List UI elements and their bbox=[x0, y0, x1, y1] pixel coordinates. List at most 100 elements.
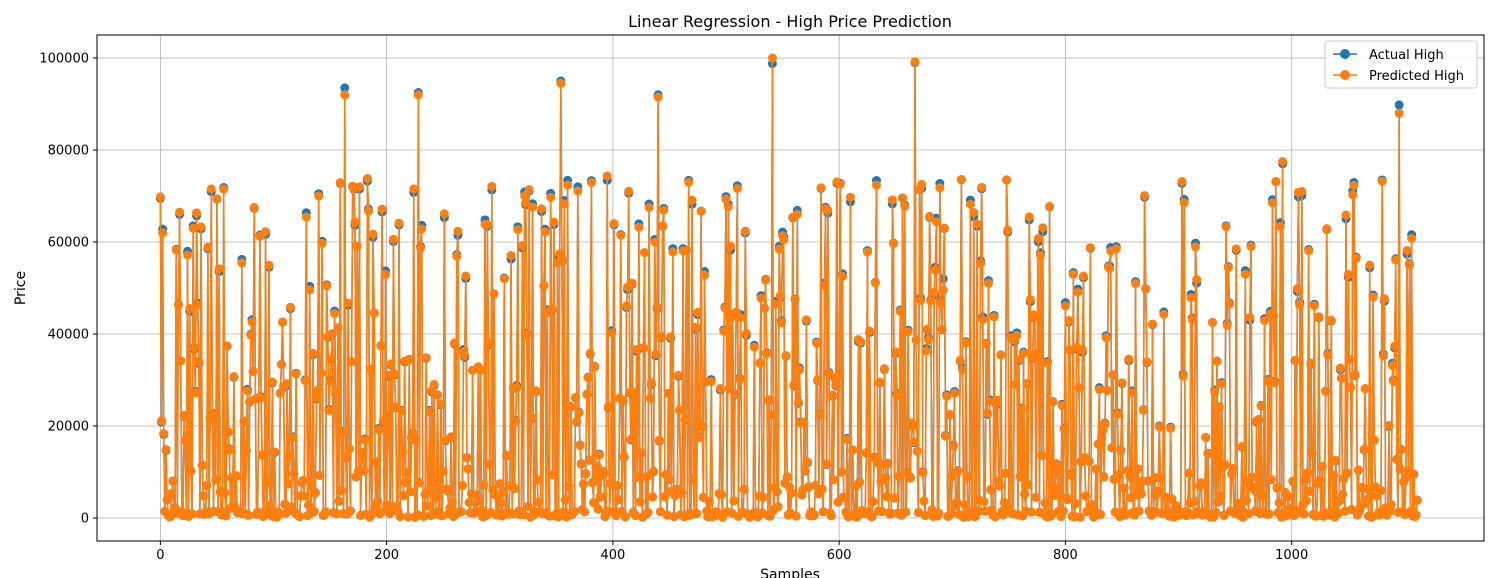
predicted-high-point bbox=[404, 355, 414, 365]
predicted-high-point bbox=[1143, 476, 1153, 486]
predicted-high-point bbox=[589, 498, 599, 508]
predicted-high-point bbox=[983, 278, 993, 288]
predicted-high-point bbox=[996, 350, 1006, 360]
predicted-high-point bbox=[524, 185, 534, 195]
predicted-high-point bbox=[197, 460, 207, 470]
predicted-high-point bbox=[532, 475, 542, 485]
x-tick-label: 200 bbox=[374, 548, 399, 563]
predicted-high-point bbox=[663, 388, 673, 398]
predicted-high-point bbox=[482, 220, 492, 230]
predicted-high-line bbox=[159, 57, 1418, 519]
predicted-high-point bbox=[614, 495, 624, 505]
predicted-high-point bbox=[239, 416, 249, 426]
predicted-high-point bbox=[818, 507, 828, 517]
predicted-high-point bbox=[489, 289, 499, 299]
predicted-high-point bbox=[1335, 363, 1345, 373]
predicted-high-point bbox=[942, 391, 952, 401]
predicted-high-point bbox=[512, 383, 522, 392]
predicted-high-point bbox=[1037, 450, 1047, 460]
predicted-high-point bbox=[584, 455, 594, 465]
predicted-high-point bbox=[1036, 250, 1046, 260]
predicted-high-point bbox=[571, 392, 581, 402]
predicted-high-point bbox=[528, 202, 538, 212]
predicted-high-point bbox=[593, 504, 603, 514]
predicted-high-point bbox=[962, 472, 972, 482]
predicted-high-point bbox=[774, 244, 784, 254]
predicted-high-point bbox=[835, 179, 845, 189]
predicted-high-point bbox=[659, 205, 669, 215]
predicted-high-point bbox=[1178, 371, 1188, 381]
predicted-high-point bbox=[413, 90, 423, 100]
predicted-high-point bbox=[1299, 509, 1309, 519]
predicted-high-point bbox=[1359, 444, 1369, 454]
predicted-high-point bbox=[986, 485, 996, 495]
predicted-high-point bbox=[1032, 348, 1042, 358]
predicted-high-point bbox=[282, 379, 292, 389]
predicted-high-point bbox=[761, 275, 771, 285]
predicted-high-point bbox=[862, 247, 872, 257]
predicted-high-point bbox=[1350, 370, 1360, 380]
predicted-high-point bbox=[633, 472, 643, 482]
predicted-high-point bbox=[764, 395, 774, 405]
predicted-high-point bbox=[662, 510, 672, 520]
predicted-high-point bbox=[888, 239, 898, 249]
predicted-high-point bbox=[223, 427, 233, 437]
predicted-high-point bbox=[1270, 378, 1280, 388]
predicted-high-point bbox=[1196, 478, 1206, 488]
predicted-high-point bbox=[1002, 175, 1012, 185]
predicted-high-point bbox=[1272, 482, 1282, 492]
predicted-high-point bbox=[1266, 474, 1276, 484]
predicted-high-point bbox=[995, 481, 1005, 491]
predicted-high-point bbox=[457, 480, 467, 490]
predicted-high-point bbox=[214, 264, 224, 274]
predicted-high-point bbox=[677, 488, 687, 498]
predicted-high-point bbox=[1404, 260, 1414, 270]
predicted-high-point bbox=[657, 332, 667, 342]
predicted-high-point bbox=[360, 435, 370, 445]
predicted-high-point bbox=[278, 317, 288, 327]
predicted-high-point bbox=[447, 498, 457, 508]
predicted-high-point bbox=[690, 322, 700, 332]
predicted-high-point bbox=[222, 341, 232, 351]
predicted-high-point bbox=[1347, 505, 1357, 515]
predicted-high-point bbox=[1085, 243, 1095, 253]
predicted-high-point bbox=[1127, 388, 1137, 398]
predicted-high-point bbox=[1112, 409, 1122, 419]
predicted-high-point bbox=[368, 229, 378, 239]
predicted-high-point bbox=[1336, 373, 1346, 383]
predicted-high-point bbox=[1000, 468, 1010, 478]
predicted-high-point bbox=[1377, 176, 1387, 186]
predicted-high-point bbox=[636, 448, 646, 458]
predicted-high-point bbox=[285, 302, 295, 312]
predicted-high-point bbox=[1026, 507, 1036, 517]
predicted-high-point bbox=[929, 287, 939, 297]
predicted-high-point bbox=[1131, 278, 1141, 288]
predicted-high-point bbox=[875, 377, 885, 387]
predicted-high-point bbox=[687, 195, 697, 205]
predicted-high-point bbox=[898, 193, 907, 203]
predicted-high-point bbox=[947, 472, 957, 482]
predicted-high-point bbox=[626, 434, 636, 444]
predicted-high-point bbox=[993, 395, 1003, 405]
predicted-high-point bbox=[815, 409, 825, 419]
predicted-high-point bbox=[787, 488, 797, 498]
predicted-high-point bbox=[1066, 470, 1076, 480]
predicted-high-point bbox=[343, 298, 353, 308]
predicted-high-point bbox=[1314, 312, 1324, 322]
predicted-high-point bbox=[891, 347, 901, 357]
predicted-high-point bbox=[950, 388, 960, 398]
predicted-high-point bbox=[1241, 496, 1251, 506]
predicted-high-point bbox=[802, 457, 812, 467]
predicted-high-point bbox=[175, 207, 185, 217]
predicted-high-point bbox=[924, 335, 934, 345]
predicted-high-point bbox=[632, 345, 642, 355]
predicted-high-point bbox=[1117, 378, 1127, 388]
predicted-high-point bbox=[537, 204, 547, 214]
predicted-high-point bbox=[305, 285, 315, 295]
predicted-high-point bbox=[549, 217, 559, 227]
predicted-high-point bbox=[1003, 225, 1013, 235]
legend-actual-marker bbox=[1340, 49, 1350, 59]
predicted-high-point bbox=[732, 183, 742, 193]
predicted-high-point bbox=[1249, 485, 1259, 495]
y-axis-label: Price bbox=[13, 271, 29, 305]
